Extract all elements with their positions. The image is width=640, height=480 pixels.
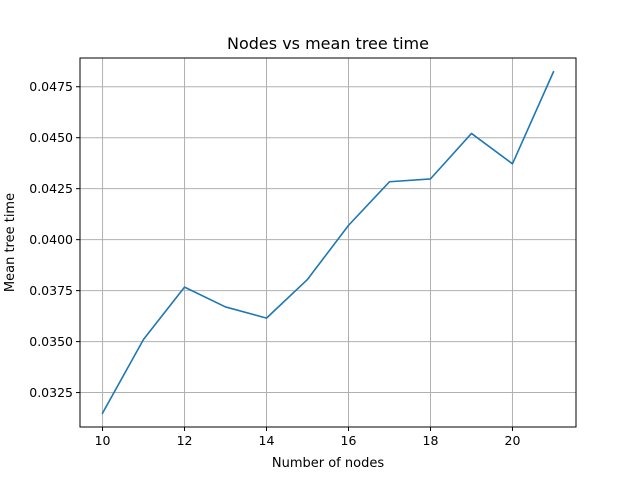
x-tick-label: 18	[423, 433, 439, 448]
data-point	[428, 177, 432, 181]
x-tick-label: 10	[95, 433, 111, 448]
grid-lines	[80, 58, 576, 427]
x-tick-label: 12	[177, 433, 193, 448]
data-point	[347, 223, 351, 227]
series-line	[101, 70, 555, 415]
data-point	[510, 162, 514, 166]
axis-ticks: 10 12 14 16 18 20 0.0325 0.0350 0.0375 0.0400 0.04…	[29, 79, 520, 448]
y-tick-label: 0.0375	[29, 283, 73, 298]
data-point	[224, 305, 228, 309]
chart-title: Nodes vs mean tree time	[227, 34, 429, 53]
data-point	[183, 285, 187, 289]
data-point	[265, 316, 269, 320]
data-point	[142, 337, 146, 341]
plot-frame	[79, 57, 577, 428]
x-axis-label: Number of nodes	[272, 456, 384, 471]
y-tick-label: 0.0425	[29, 181, 73, 196]
y-tick-label: 0.0450	[29, 130, 73, 145]
y-tick-label: 0.0350	[29, 334, 73, 349]
x-tick-label: 14	[259, 433, 275, 448]
data-point	[101, 411, 105, 415]
data-point	[387, 180, 391, 184]
data-point	[551, 70, 555, 74]
data-series	[101, 70, 555, 415]
x-tick-label: 20	[505, 433, 521, 448]
x-tick-label: 16	[341, 433, 357, 448]
y-tick-label: 0.0475	[29, 79, 73, 94]
y-tick-label: 0.0325	[29, 385, 73, 400]
data-point	[306, 277, 310, 281]
y-tick-label: 0.0400	[29, 232, 73, 247]
data-point	[469, 131, 473, 135]
y-axis-label: Mean tree time	[3, 193, 18, 292]
